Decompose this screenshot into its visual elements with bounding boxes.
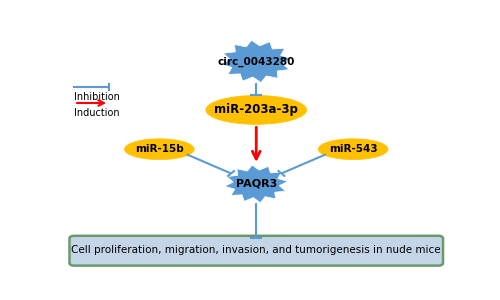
Text: Inhibition: Inhibition [74, 92, 120, 102]
Text: PAQR3: PAQR3 [236, 179, 277, 189]
Ellipse shape [206, 95, 306, 124]
Text: miR-203a-3p: miR-203a-3p [214, 103, 298, 116]
Text: miR-543: miR-543 [329, 144, 378, 154]
Ellipse shape [318, 139, 388, 160]
Polygon shape [221, 40, 292, 82]
Text: miR-15b: miR-15b [135, 144, 184, 154]
Polygon shape [224, 165, 288, 202]
Text: Induction: Induction [74, 108, 120, 118]
FancyBboxPatch shape [70, 236, 443, 266]
Text: circ_0043280: circ_0043280 [218, 56, 295, 67]
Text: Cell proliferation, migration, invasion, and tumorigenesis in nude mice: Cell proliferation, migration, invasion,… [72, 245, 441, 255]
Ellipse shape [124, 139, 194, 160]
